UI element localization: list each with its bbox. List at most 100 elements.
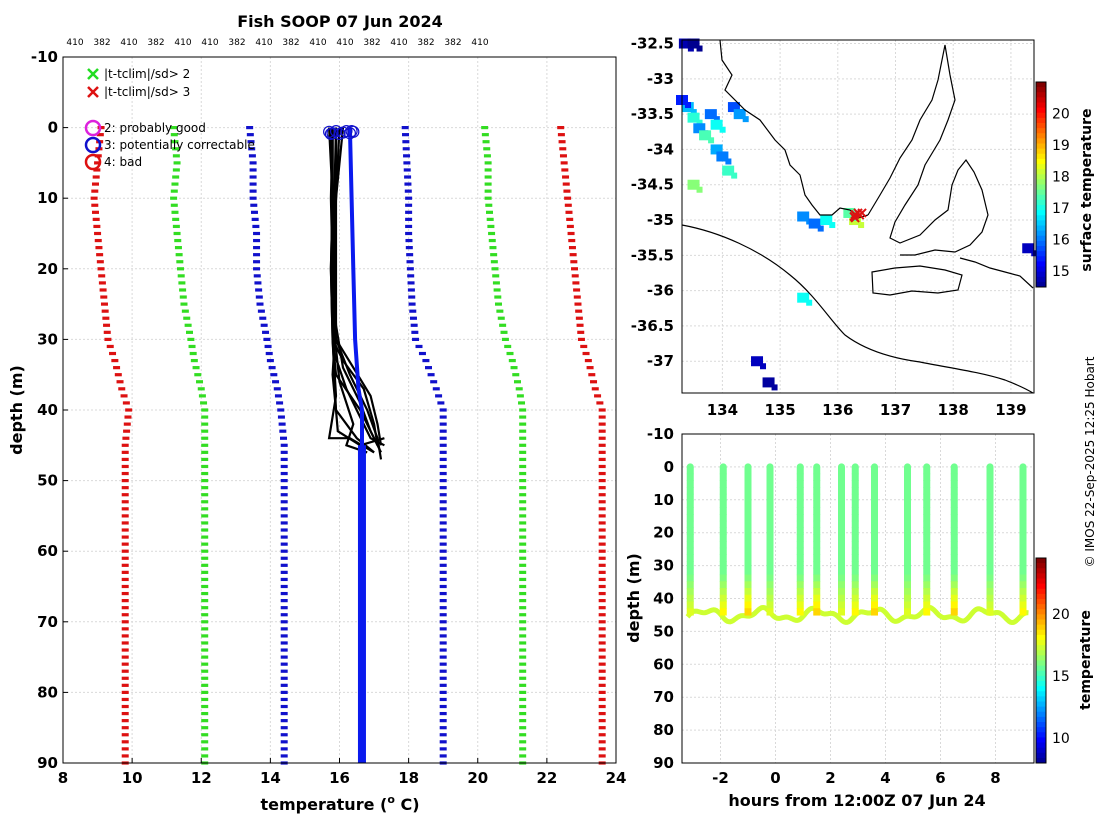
cast-segment	[1019, 581, 1027, 589]
climatology-marker	[406, 267, 414, 271]
cast-segment	[796, 480, 804, 488]
profile-panel: Fish SOOP 07 Jun 2024 410 382 410 382 410 410…	[7, 12, 626, 814]
climatology-marker	[101, 309, 109, 313]
cast-segment	[1019, 466, 1027, 475]
climatology-marker	[183, 316, 191, 320]
climatology-marker	[280, 690, 288, 694]
td-y-tick-label: 30	[653, 557, 674, 575]
climatology-marker	[439, 683, 447, 687]
climatology-marker	[513, 380, 521, 384]
cast-segment	[719, 547, 727, 555]
climatology-marker	[588, 373, 596, 377]
cast-segment	[923, 561, 931, 569]
cast-segment	[871, 487, 878, 495]
cast-segment	[871, 473, 878, 481]
climatology-marker	[519, 408, 527, 412]
sst-cell	[762, 377, 775, 388]
cast-segment	[838, 466, 845, 475]
y-tick-label: 0	[48, 119, 58, 137]
climatology-marker	[280, 754, 288, 758]
cast-segment	[986, 547, 994, 555]
cast-segment	[686, 507, 694, 515]
climatology-marker	[415, 344, 423, 349]
legend-circle-label: 2: probably good	[104, 121, 206, 135]
climatology-marker	[482, 140, 490, 144]
climatology-marker	[103, 330, 111, 334]
climatology-marker	[598, 613, 606, 617]
climatology-marker	[201, 754, 209, 758]
climatology-marker	[408, 302, 416, 306]
map-y-tick-label: -33	[647, 70, 674, 88]
timedepth-x-axis-label: hours from 12:00Z 07 Jun 24	[728, 791, 985, 810]
temp-colorbar-segment	[1036, 752, 1046, 759]
cast-segment	[796, 601, 804, 609]
cast-segment	[719, 527, 727, 535]
cast-segment	[766, 594, 774, 603]
climatology-marker	[121, 740, 129, 744]
climatology-marker	[201, 606, 209, 610]
cast-segment	[719, 507, 727, 515]
climatology-marker	[253, 231, 261, 236]
cast-segment	[744, 554, 752, 562]
climatology-marker	[492, 281, 500, 285]
sst-cell	[829, 222, 836, 229]
climatology-marker	[122, 401, 130, 405]
climatology-marker	[571, 267, 579, 271]
cast-segment	[923, 567, 931, 576]
cast-segment	[851, 567, 859, 576]
cast-segment	[904, 514, 911, 522]
climatology-marker	[567, 231, 575, 236]
climatology-marker	[439, 648, 447, 652]
climatology-marker	[405, 246, 413, 250]
cast-segment	[838, 581, 845, 589]
cast-segment	[986, 561, 994, 569]
climatology-marker	[201, 648, 209, 652]
map-y-tick-label: -34.5	[631, 176, 674, 194]
climatology-marker	[280, 662, 288, 666]
map-y-tick-label: -32.5	[631, 35, 674, 53]
cast-segment	[1019, 554, 1027, 562]
temp-colorbar-segment	[1036, 665, 1046, 672]
map-x-tick-label: 134	[707, 401, 738, 419]
x-tick-label: 20	[467, 769, 488, 787]
climatology-marker	[560, 161, 568, 165]
climatology-marker	[519, 754, 527, 758]
temp-colorbar-segment	[1036, 696, 1046, 702]
climatology-marker	[489, 246, 497, 250]
climatology-marker	[197, 387, 205, 391]
climatology-marker	[598, 620, 606, 624]
climatology-marker	[201, 535, 209, 539]
td-x-tick-label: 4	[880, 769, 890, 787]
climatology-marker	[201, 733, 209, 737]
climatology-marker	[422, 358, 430, 363]
climatology-marker	[512, 373, 520, 377]
climatology-marker	[120, 394, 128, 398]
cast-segment	[744, 480, 752, 488]
climatology-marker	[121, 620, 129, 624]
sst-colorbar-segment	[1036, 87, 1046, 93]
cast-segment	[904, 554, 911, 562]
climatology-marker	[409, 316, 417, 320]
climatology-marker	[484, 175, 492, 179]
climatology-marker	[280, 676, 288, 680]
climatology-marker	[121, 563, 129, 567]
timedepth-y-axis-label: depth (m)	[624, 553, 643, 643]
climatology-marker	[93, 224, 101, 229]
cast-segment	[686, 594, 694, 603]
sst-cell	[797, 211, 810, 222]
climatology-marker	[519, 528, 527, 532]
climatology-marker	[571, 274, 579, 278]
cast-segment	[871, 520, 878, 529]
sst-cell	[722, 165, 735, 176]
climatology-marker	[172, 224, 180, 229]
legend-circle-icon	[84, 119, 102, 137]
climatology-marker	[405, 210, 413, 214]
climatology-marker	[590, 380, 598, 384]
cast-segment	[923, 480, 931, 488]
cast-segment	[838, 540, 845, 549]
climatology-marker	[519, 747, 527, 751]
td-x-tick-label: -2	[712, 769, 729, 787]
climatology-marker	[424, 366, 432, 370]
cast-segment	[744, 594, 752, 603]
cast-segment	[719, 594, 727, 603]
